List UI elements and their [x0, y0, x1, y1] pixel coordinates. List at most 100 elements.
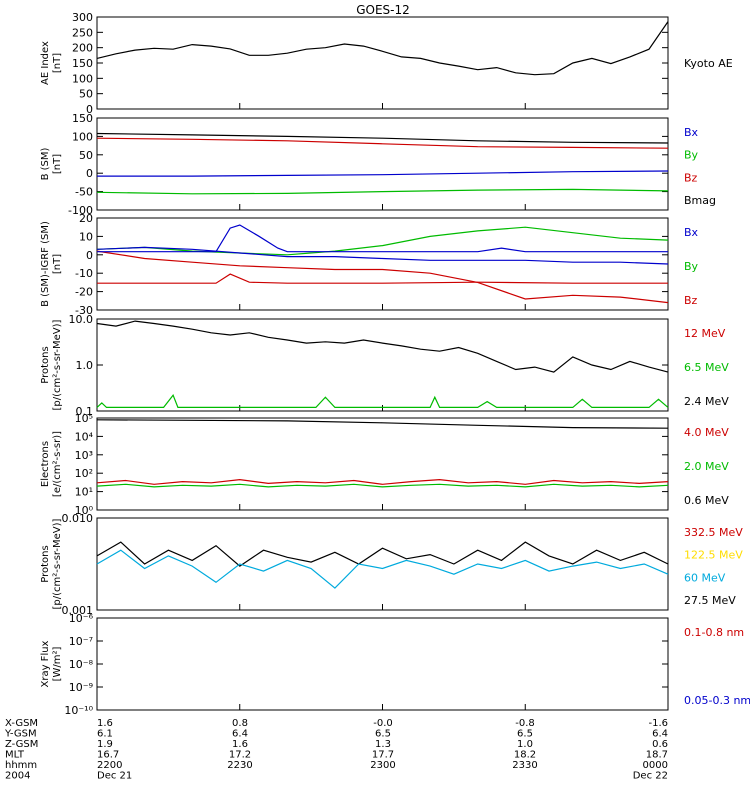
series-line [96, 478, 669, 485]
y-tick-label: 150 [72, 112, 93, 125]
footer-value: Dec 21 [97, 771, 132, 782]
series-line [96, 132, 669, 144]
panel-frame [96, 417, 669, 511]
y-tick-label: 50 [79, 149, 93, 162]
series-line [96, 246, 669, 265]
y-tick-label: 10⁵ [75, 412, 93, 425]
footer-value: 2300 [370, 760, 395, 771]
footer-value: Dec 22 [633, 771, 668, 782]
y-tick-label: -50 [75, 186, 93, 199]
series-line [96, 188, 669, 195]
y-axis-label: [e/(cm²-s-sr)] [52, 431, 63, 497]
legend-label: By [684, 260, 699, 273]
y-tick-label: 10¹ [75, 486, 93, 499]
y-tick-label: 250 [72, 26, 93, 39]
legend-label: Bx [684, 126, 699, 139]
legend-label: 2.0 MeV [684, 460, 729, 473]
position-footer: X-GSMY-GSMZ-GSMMLThhmm20041.66.11.916.72… [4, 718, 668, 782]
y-tick-label: 0.001 [62, 604, 94, 617]
y-tick-label: -30 [75, 304, 93, 317]
footer-row-label: Y-GSM [4, 729, 37, 740]
legend-label: 332.5 MeV [684, 526, 743, 539]
legend-label: 0.1-0.8 nm [684, 626, 744, 639]
footer-value: 2200 [97, 760, 122, 771]
y-tick-label: 10⁻⁷ [69, 635, 93, 648]
legend-label: Bx [684, 226, 699, 239]
y-axis-label: B (SM) [40, 147, 51, 180]
y-tick-label: 1.0 [76, 359, 94, 372]
y-tick-label: 10⁻⁹ [69, 681, 93, 694]
legend-label: By [684, 149, 699, 162]
y-tick-label: 20 [79, 212, 93, 225]
y-tick-label: 150 [72, 57, 93, 70]
footer-value: 1.0 [517, 739, 533, 750]
panel-1: 0 50 100 150 200 250 300 AE Index [nT] Kyoto AE [40, 11, 733, 116]
y-axis-label: [W/m²] [52, 646, 63, 681]
footer-value: 2330 [512, 760, 537, 771]
y-axis-label: B (SM)-IGRF (SM) [40, 221, 51, 307]
y-tick-label: -100 [68, 204, 93, 217]
panel-5: 10⁰ 10¹ 10² 10³ 10⁴ 10⁵ Electrons [e/(cm²-s-sr)… [40, 412, 729, 517]
legend-label: 0.6 MeV [684, 494, 729, 507]
panel-3: -30 -20 -10 0 10 20 B (SM)-IGRF (SM) [nT] Bx By Bz [40, 212, 699, 317]
y-tick-label: 10.0 [69, 313, 94, 326]
y-axis-label: [nT] [52, 154, 63, 174]
y-axis-label: [p/(cm²-s-sr-MeV)] [52, 518, 63, 609]
y-tick-label: 0 [86, 249, 93, 262]
footer-value: -0.0 [373, 718, 393, 729]
footer-value: 0.8 [232, 718, 248, 729]
y-tick-label: 300 [72, 11, 93, 24]
footer-value: 0000 [643, 760, 668, 771]
series-line [96, 394, 669, 408]
footer-value: 6.5 [517, 729, 533, 740]
y-tick-label: 50 [79, 88, 93, 101]
legend-label: Bz [684, 171, 698, 184]
footer-value: 2230 [227, 760, 252, 771]
footer-row-label: X-GSM [5, 718, 38, 729]
footer-value: 18.2 [514, 750, 536, 761]
footer-row-label: MLT [5, 750, 25, 761]
y-axis-label: [p/(cm²-s-sr-MeV)] [52, 319, 63, 410]
footer-value: 17.7 [372, 750, 394, 761]
y-tick-label: 100 [72, 72, 93, 85]
panel-frame [96, 318, 669, 412]
footer-value: 1.9 [97, 739, 113, 750]
y-tick-label: 0.010 [62, 512, 94, 525]
legend-label: 60 MeV [684, 571, 726, 584]
series-line [96, 226, 669, 256]
legend-label: 122.5 MeV [684, 549, 743, 562]
legend-label: 12 MeV [684, 327, 726, 340]
series-line [96, 320, 669, 373]
y-tick-label: 10⁴ [75, 430, 94, 443]
series-line [97, 273, 668, 284]
legend-label: 4.0 MeV [684, 426, 729, 439]
legend-label: 2.4 MeV [684, 395, 729, 408]
footer-value: 0.6 [652, 739, 668, 750]
series-line [97, 224, 668, 253]
footer-value: -1.6 [648, 718, 668, 729]
series-line [96, 549, 669, 589]
footer-value: 17.2 [229, 750, 251, 761]
y-tick-label: 10³ [75, 449, 93, 462]
y-tick-label: 10 [79, 230, 93, 243]
y-tick-label: 10⁻¹⁰ [64, 704, 93, 717]
y-axis-label: [nT] [52, 53, 63, 73]
footer-value: 16.7 [97, 750, 119, 761]
footer-value: 6.1 [97, 729, 113, 740]
panel-frame [96, 117, 669, 211]
series-line [96, 419, 669, 429]
footer-value: 1.6 [232, 739, 248, 750]
y-tick-label: 0 [86, 103, 93, 116]
chart-title: GOES-12 [356, 3, 410, 17]
legend-label: Kyoto AE [684, 57, 733, 70]
series-line [96, 137, 669, 149]
footer-row-label: 2004 [5, 771, 30, 782]
y-tick-label: -20 [75, 286, 93, 299]
legend-label: Bmag [684, 194, 716, 207]
y-axis-label: AE Index [40, 41, 51, 85]
panel-frame [96, 617, 669, 711]
series-line [96, 21, 669, 76]
y-tick-label: 10⁰ [75, 504, 94, 517]
y-tick-label: 200 [72, 42, 93, 55]
